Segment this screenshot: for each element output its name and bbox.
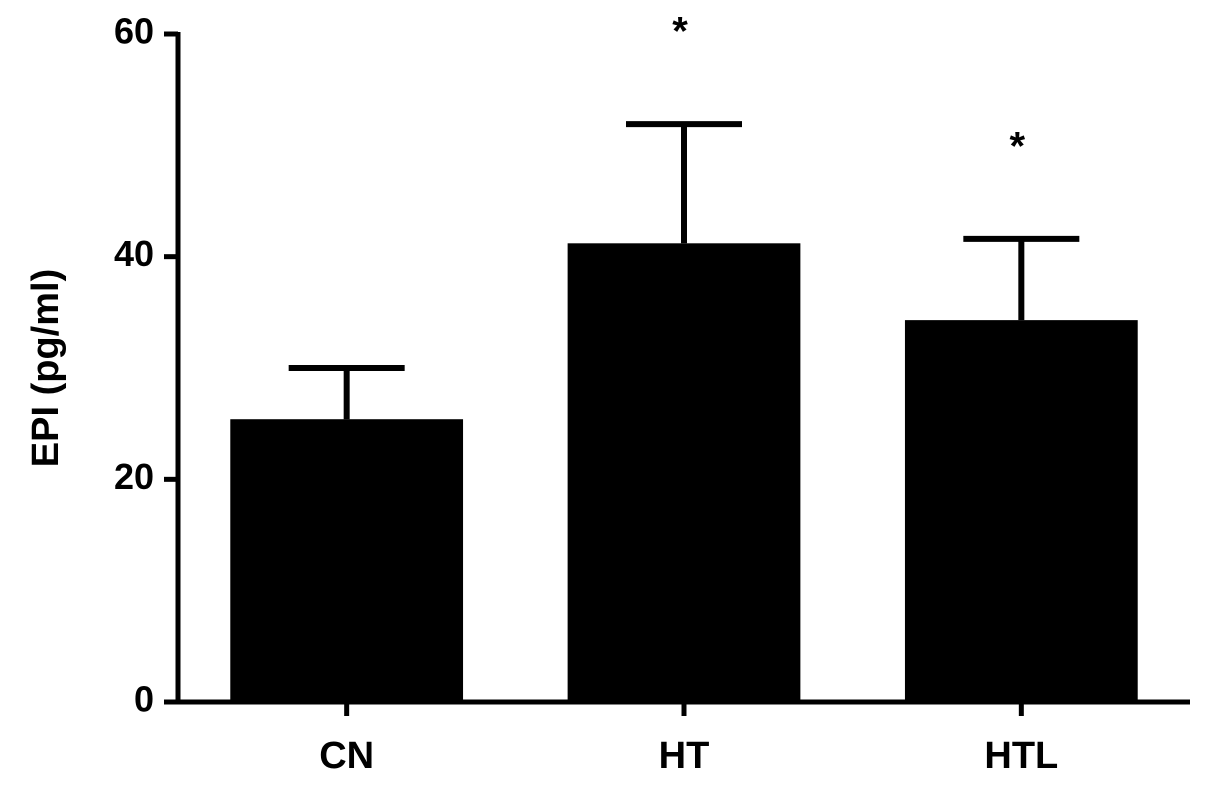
bar: [904, 320, 1138, 702]
y-axis-label: EPI (pg/ml): [25, 269, 67, 467]
y-tick-label: 20: [114, 456, 154, 497]
error-bar: [626, 121, 742, 244]
x-tick-label: HT: [659, 735, 710, 777]
bar: [567, 243, 801, 702]
bar: [230, 419, 464, 702]
y-tick-label: 40: [114, 233, 154, 274]
y-tick-label: 60: [114, 11, 154, 52]
x-tick-label: HTL: [984, 735, 1058, 777]
significance-label: *: [1010, 124, 1026, 168]
error-bar: [963, 235, 1080, 321]
y-tick-label: 0: [134, 679, 154, 720]
x-tick-label: CN: [319, 735, 374, 777]
significance-label: *: [672, 10, 688, 54]
error-bar: [288, 365, 405, 420]
